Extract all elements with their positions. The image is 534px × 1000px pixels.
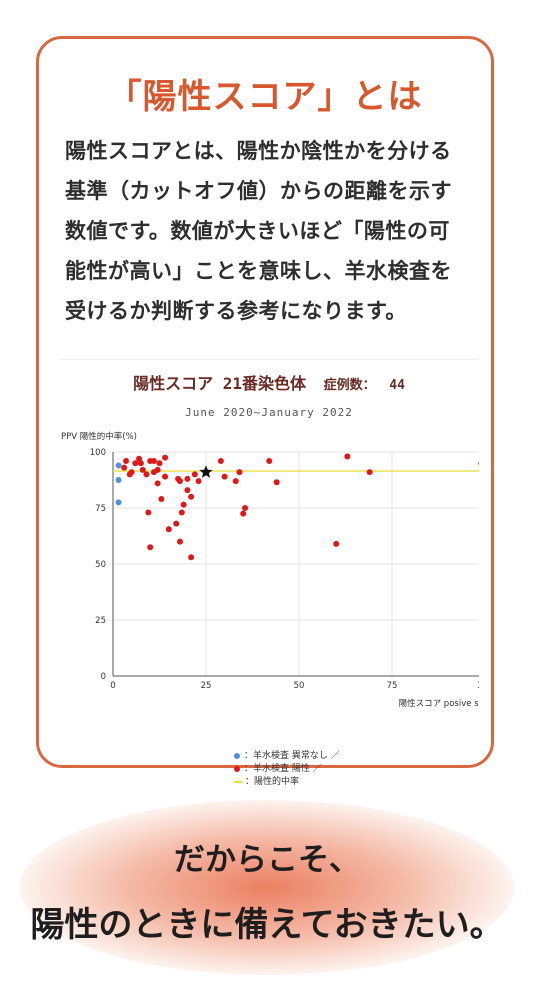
positive-point — [184, 475, 191, 482]
negative-point — [115, 462, 122, 469]
positive-point — [221, 473, 228, 480]
positive-point — [128, 469, 135, 476]
positive-point — [123, 457, 130, 464]
positive-point — [154, 466, 161, 473]
positive-point — [232, 478, 239, 485]
x-tick-label: 100 — [477, 681, 479, 691]
positive-point — [147, 544, 154, 551]
positive-point — [150, 457, 157, 464]
legend: ：羊水検査 異常なし ／ ：羊水検査 陽性 ／ ：陽性的中率 — [234, 750, 340, 789]
chart-header: 陽性スコア 21番染色体 症例数： 44 — [59, 370, 479, 394]
footer-rest: のときに備えておきたい。 — [98, 905, 504, 945]
legend-item: ：陽性的中率 — [234, 776, 340, 789]
positive-point — [162, 454, 169, 461]
description-line: 能性が高い」ことを意味し、羊水検査を — [65, 258, 452, 283]
y-tick-label: 50 — [95, 560, 106, 570]
x-tick-label: 75 — [387, 681, 398, 691]
positive-point — [478, 461, 479, 466]
positive-point — [121, 464, 128, 471]
y-axis-label: PPV 陽性的中率(%) — [61, 431, 137, 442]
positive-point — [173, 520, 180, 527]
positive-point — [136, 455, 143, 462]
star-marker-icon — [199, 465, 213, 478]
positive-point — [132, 460, 139, 467]
positive-point — [176, 478, 183, 485]
chart-title: 陽性スコア 21番染色体 — [133, 374, 306, 393]
y-tick-label: 0 — [101, 672, 106, 682]
legend-item: ：羊水検査 異常なし ／ — [234, 750, 340, 763]
positive-point — [154, 480, 161, 487]
positive-point — [165, 526, 172, 533]
positive-point — [236, 469, 243, 476]
positive-point — [137, 460, 144, 467]
positive-point — [366, 469, 373, 476]
y-tick-label: 100 — [90, 448, 106, 458]
positive-point — [184, 487, 191, 494]
description-line: 数値です。数値が大きいほど「陽性の可 — [65, 218, 450, 243]
case-count-label: 症例数： — [323, 378, 376, 393]
chart-subtitle: June 2020~January 2022 — [185, 406, 353, 419]
card-title: 「陽性スコア」とは — [107, 77, 423, 117]
positive-point — [195, 478, 202, 485]
info-card: 「陽性スコア」とは 陽性スコアとは、陽性か陰性かを分ける 基準（カットオフ値）か… — [36, 36, 494, 787]
negative-point — [115, 477, 122, 483]
positive-point — [145, 509, 152, 516]
positive-point — [143, 471, 150, 478]
footer-emphasis: 陽性 — [30, 905, 99, 945]
red-dot-icon — [234, 765, 240, 772]
positive-point — [139, 466, 146, 473]
blue-dot-icon — [234, 752, 240, 759]
description-line: 基準（カットオフ値）からの距離を示す — [65, 178, 452, 203]
positive-point — [240, 510, 247, 517]
positive-point — [217, 457, 224, 464]
x-tick-label: 50 — [294, 681, 305, 691]
y-tick-label: 25 — [95, 616, 106, 626]
positive-point — [242, 505, 249, 511]
positive-point — [188, 493, 195, 500]
positive-point — [333, 540, 340, 547]
yellow-line-icon — [234, 780, 242, 783]
legend-label: ：羊水検査 異常なし ／ — [244, 751, 340, 761]
case-count-value: 44 — [389, 378, 405, 393]
legend-label: ：陽性的中率 — [245, 777, 300, 787]
highlight-glow — [20, 800, 514, 975]
positive-point — [191, 471, 198, 478]
negative-point — [115, 499, 122, 506]
x-tick-label: 25 — [201, 681, 212, 691]
positive-point — [176, 538, 183, 545]
positive-point — [178, 509, 185, 516]
x-axis-label: 陽性スコア posive score — [399, 698, 479, 709]
y-tick-label: 75 — [95, 504, 106, 514]
positive-point — [162, 473, 169, 480]
footer-line-2: 陽性のときに備えておきたい。 — [0, 897, 534, 946]
chart-panel: 陽性スコア 21番染色体 症例数： 44 June 2020~January 2… — [59, 359, 479, 787]
positive-point — [188, 554, 195, 561]
scatter-plot: PPV 陽性的中率(%) 陽性スコア posive score 0 25 50 75 1… — [61, 431, 479, 709]
description-line: 陽性スコアとは、陽性か陰性かを分ける — [65, 138, 452, 163]
positive-point — [156, 460, 163, 467]
positive-point — [180, 501, 187, 508]
x-tick-label: 0 — [110, 681, 115, 691]
positive-point — [266, 457, 273, 464]
positive-point — [158, 496, 165, 503]
legend-label: ：羊水検査 陽性 ／ — [244, 764, 322, 774]
legend-item: ：羊水検査 陽性 ／ — [234, 763, 340, 776]
description-line: 受けるか判断する参考になります。 — [65, 298, 407, 323]
positive-point — [273, 479, 280, 486]
positive-point — [344, 453, 351, 460]
footer-line-1: だからこそ、 — [174, 842, 360, 878]
description: 陽性スコアとは、陽性か陰性かを分ける 基準（カットオフ値）からの距離を示す 数値… — [65, 131, 473, 331]
